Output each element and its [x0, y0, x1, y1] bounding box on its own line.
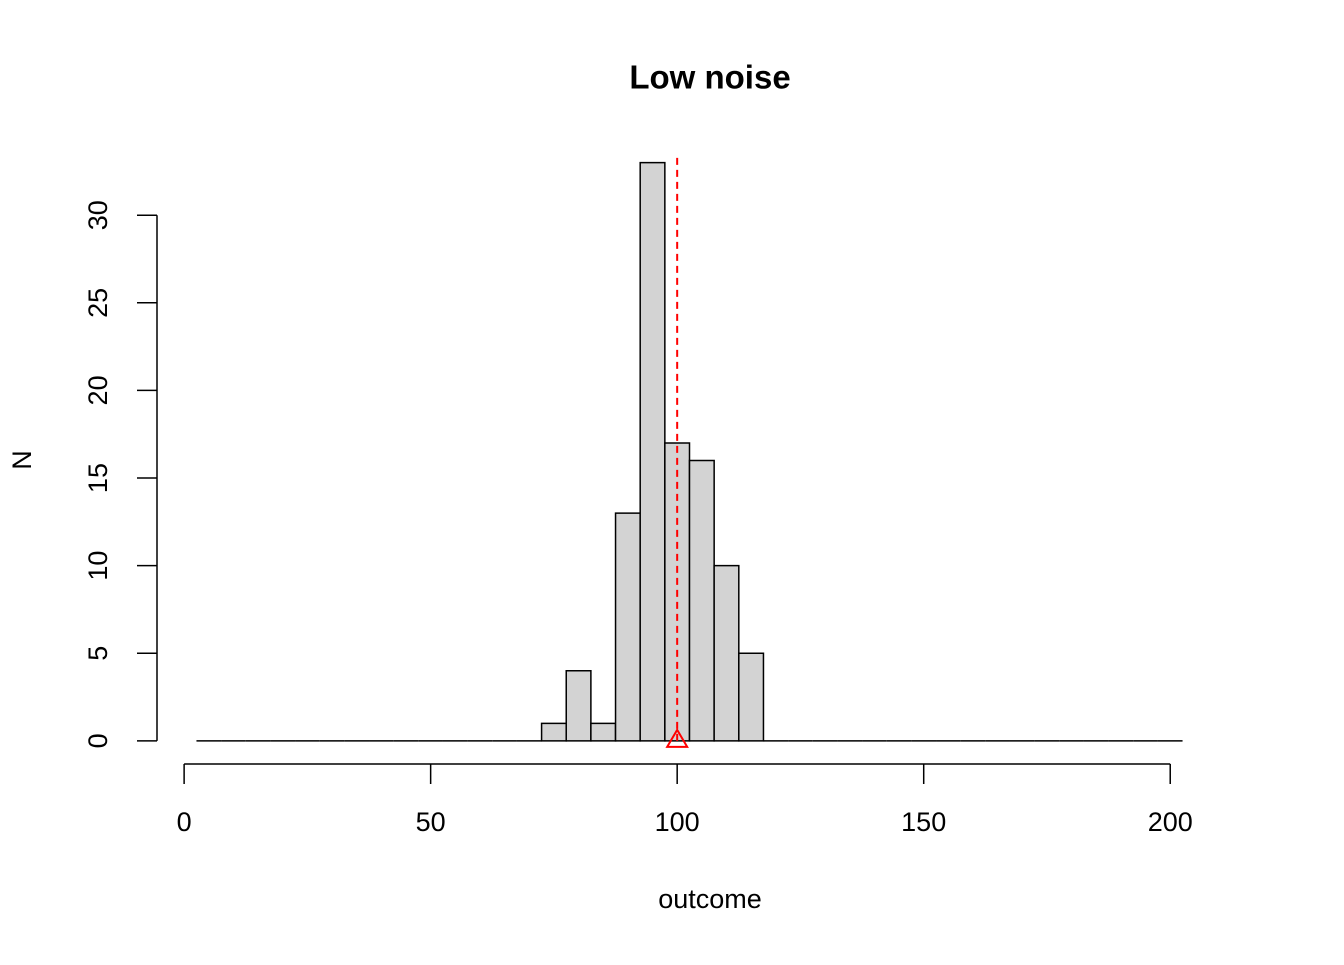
x-tick-label: 50 — [416, 807, 446, 837]
bar — [713, 564, 740, 742]
y-tick-label: 25 — [83, 288, 113, 318]
bar — [614, 512, 641, 742]
x-axis-label: outcome — [658, 884, 762, 914]
y-tick-label: 15 — [83, 463, 113, 493]
bar — [565, 670, 592, 742]
bar — [738, 652, 765, 742]
x-tick-label: 200 — [1148, 807, 1193, 837]
reference-marker — [665, 727, 689, 748]
y-tick-label: 5 — [83, 646, 113, 661]
bar — [639, 161, 666, 742]
y-tick-label: 30 — [83, 200, 113, 230]
bar — [540, 722, 567, 742]
chart-title: Low noise — [629, 59, 790, 96]
y-tick-label: 10 — [83, 551, 113, 581]
y-tick-label: 0 — [83, 733, 113, 748]
x-tick-label: 0 — [177, 807, 192, 837]
x-tick-label: 100 — [655, 807, 700, 837]
bar — [590, 722, 617, 742]
bar — [688, 459, 715, 742]
y-tick-label: 20 — [83, 375, 113, 405]
y-axis-label: N — [7, 450, 37, 470]
x-tick-label: 150 — [901, 807, 946, 837]
